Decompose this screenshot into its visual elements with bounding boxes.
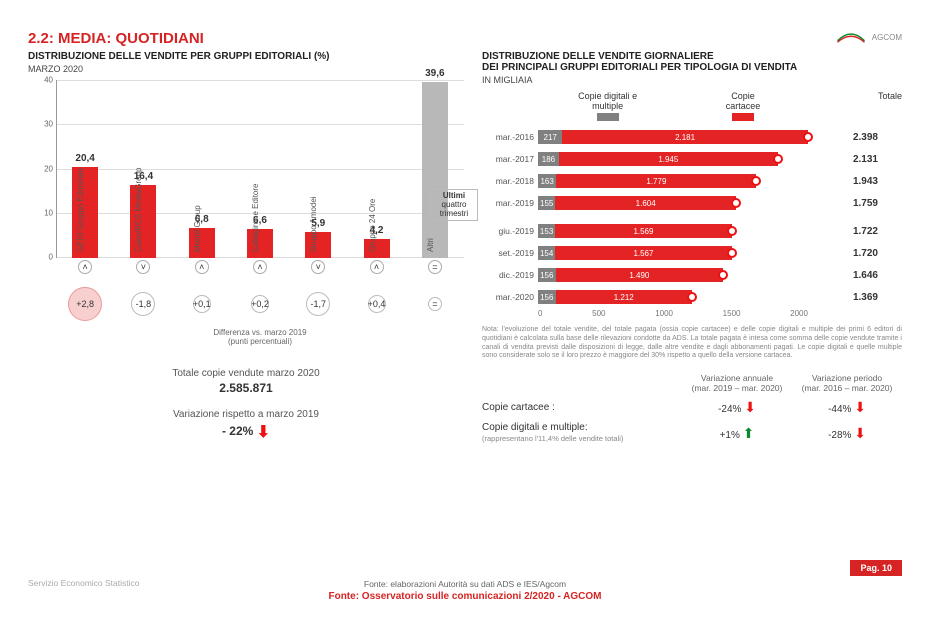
hbar-row: set.-20191541.5671.720 [482, 243, 902, 263]
diff-bubble: = [428, 297, 442, 311]
trend-arrow-icon: ˄ [78, 260, 92, 274]
legend-total: Totale [843, 91, 902, 121]
hbar-row: mar.-20201561.2121.369 [482, 287, 902, 307]
hbar-row: mar.-20162172.1812.398 [482, 127, 902, 147]
page-number-badge: Pag. 10 [850, 560, 902, 576]
trend-arrow-icon: = [428, 260, 442, 274]
variation-row: Copie cartacee :-24% ⬇-44% ⬇ [482, 399, 902, 416]
hbar-row: dic.-20191561.4901.646 [482, 265, 902, 285]
diff-bubble: +0,4 [368, 295, 386, 313]
hbar-row: mar.-20171861.9452.131 [482, 149, 902, 169]
down-arrow-icon: ⬇ [257, 424, 270, 441]
right-note: Nota: l'evoluzione del totale vendite, d… [482, 326, 902, 361]
hbar-row: mar.-20191551.6041.759 [482, 193, 902, 213]
diff-label: Differenza vs. marzo 2019(punti percentu… [56, 328, 464, 346]
footer-service: Servizio Economico Statistico [28, 578, 140, 588]
right-subtitle-2: DEI PRINCIPALI GRUPPI EDITORIALI PER TIP… [482, 62, 902, 73]
diff-bubble: +2,8 [68, 287, 102, 321]
footer-fonte-1: Fonte: elaborazioni Autorità su dati ADS… [28, 579, 902, 589]
left-date: MARZO 2020 [28, 64, 464, 74]
legend-digital: Copie digitali e multiple [562, 91, 653, 121]
left-subtitle: DISTRIBUZIONE DELLE VENDITE PER GRUPPI E… [28, 51, 464, 62]
left-summary: Totale copie vendute marzo 2020 2.585.87… [28, 368, 464, 442]
trend-arrow-icon: ˄ [253, 260, 267, 274]
right-subtitle-1: DISTRIBUZIONE DELLE VENDITE GIORNALIERE [482, 51, 902, 62]
legend-print: Copie cartacee [713, 91, 773, 121]
agcom-logo: AGCOM [836, 30, 902, 44]
hbar-row: mar.-20181631.7791.943 [482, 171, 902, 191]
left-bar-chart: 010203040 20,416,46,86,65,94,239,6 GEDI … [28, 80, 464, 280]
variation-row: Copie digitali e multiple:(rappresentano… [482, 422, 902, 444]
right-unit: IN MIGLIAIA [482, 75, 902, 85]
trend-arrow-icon: ˄ [370, 260, 384, 274]
trend-arrow-icon: ˄ [195, 260, 209, 274]
footer-fonte-2: Fonte: Osservatorio sulle comunicazioni … [28, 591, 902, 602]
sidebox-label: Ultimiquattrotrimestri [430, 189, 478, 221]
diff-bubble: +0,2 [251, 295, 269, 313]
diff-bubble: -1,8 [131, 292, 155, 316]
hbar-row: giu.-20191531.5691.722 [482, 221, 902, 241]
diff-bubble: -1,7 [306, 292, 330, 316]
diff-bubble: +0,1 [193, 295, 211, 313]
var-header: Variazione annuale(mar. 2019 – mar. 2020… [482, 373, 902, 393]
trend-arrow-icon: ˅ [136, 260, 150, 274]
right-hbar-chart: Copie digitali e multiple Copie cartacee… [482, 91, 902, 318]
trend-arrow-icon: ˅ [311, 260, 325, 274]
page-title: 2.2: MEDIA: QUOTIDIANI [28, 30, 902, 47]
